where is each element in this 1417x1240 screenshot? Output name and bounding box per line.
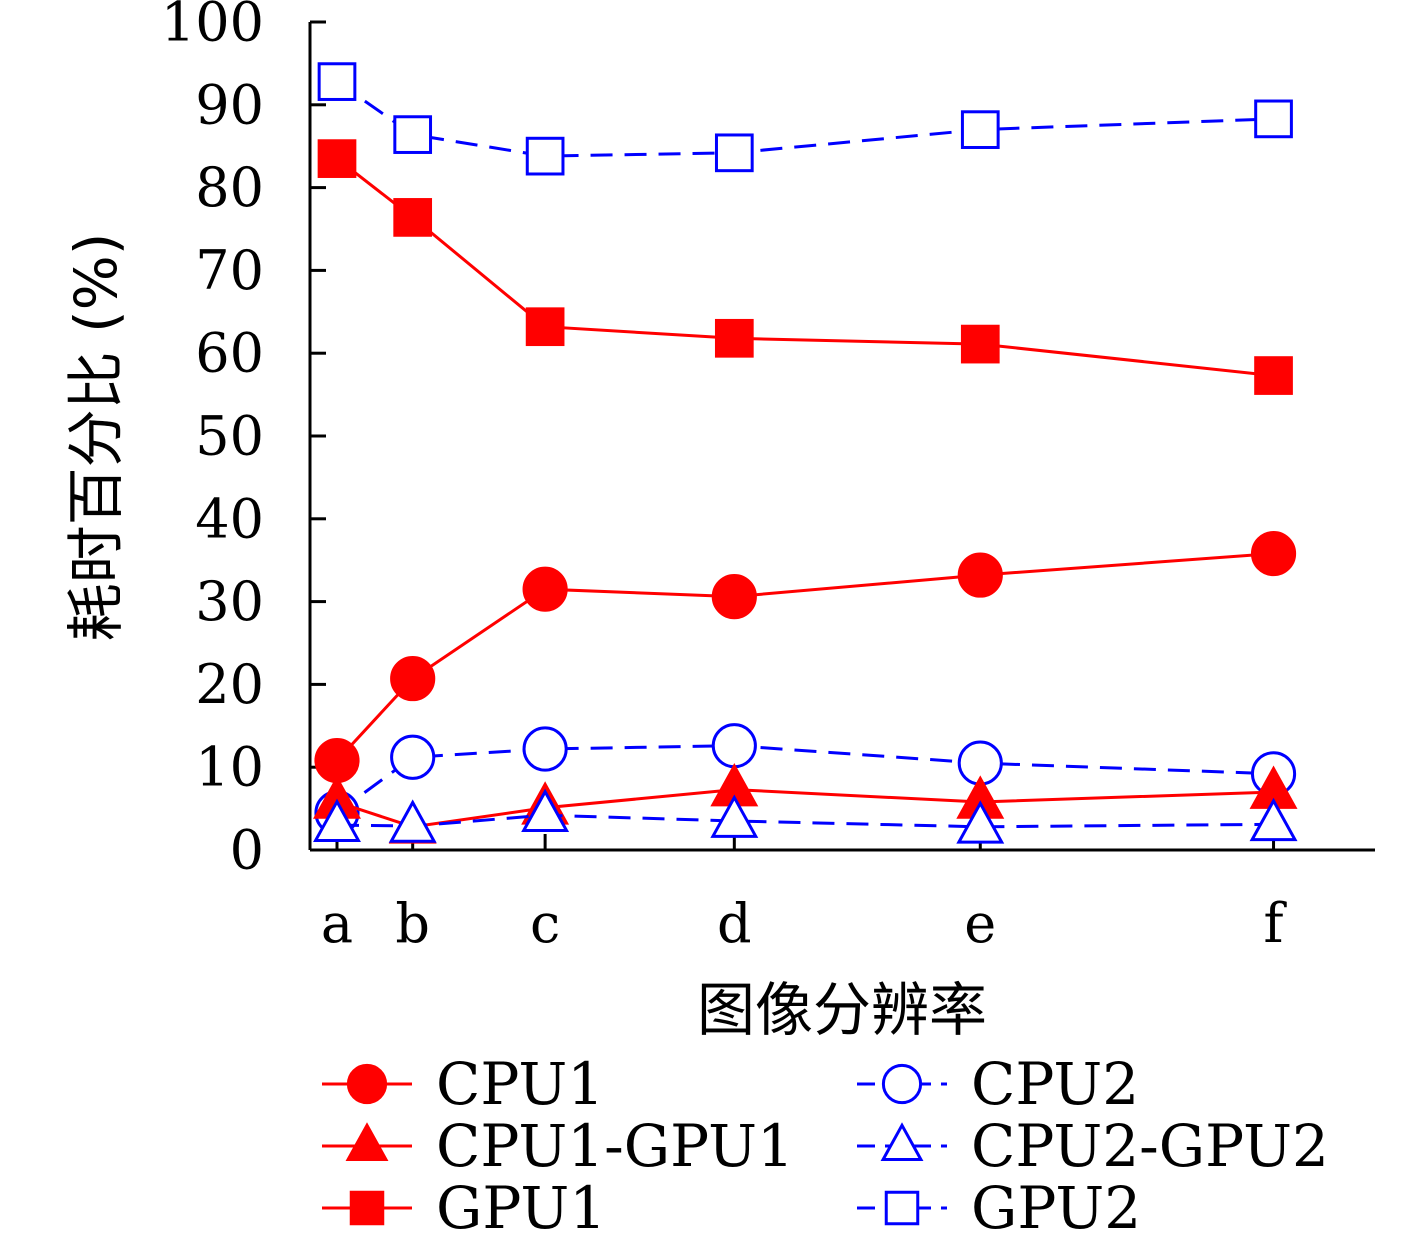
legend-item-cpu1: CPU1 [322,1050,604,1118]
y-tick-label: 80 [195,156,264,219]
y-tick-label: 90 [195,73,264,136]
data-point [710,794,759,838]
data-point [1254,356,1293,395]
x-tick-label: b [395,892,430,955]
series-cpu1 [314,530,1297,784]
legend-item-gpu1: GPU1 [322,1174,606,1240]
legend-label: CPU2-GPU2 [971,1112,1329,1180]
series-cpu2-gpu2 [313,788,1298,844]
legend-item-cpu2: CPU2 [857,1050,1139,1118]
data-point [960,110,1000,149]
series-gpu1 [317,139,1293,395]
series-layer [313,62,1298,844]
data-point [522,566,568,612]
data-point [317,139,357,178]
x-tick-label: a [321,892,353,955]
series-cpu1-gpu1 [313,762,1298,844]
legend-label: GPU1 [436,1174,606,1240]
x-axis-title: 图像分辨率 [697,976,987,1044]
legend-label: CPU1 [436,1050,604,1118]
data-point [714,318,754,358]
y-tick-label: 10 [195,736,264,799]
legend-marker [881,1063,923,1105]
data-point [390,734,436,780]
data-point [522,726,568,772]
legend-marker [884,1190,920,1226]
legend-item-gpu2: GPU2 [857,1174,1141,1240]
legend-marker [346,1063,388,1105]
y-axis-title: 耗时百分比 (%) [62,233,130,642]
data-point [711,723,757,769]
y-tick-label: 20 [195,653,264,716]
series-line [336,157,1274,378]
legend-label: CPU1-GPU1 [436,1112,794,1180]
data-point [960,324,1000,364]
y-tick-label: 60 [195,322,264,385]
data-point [521,788,570,833]
series-line [336,813,1274,829]
data-point [317,62,357,101]
data-point [393,198,433,237]
x-tick-label: e [964,892,996,955]
data-point [1250,530,1297,577]
y-tick-label: 50 [195,405,264,468]
data-point [1254,99,1293,139]
x-tick-label: c [530,892,560,955]
data-point [711,574,757,620]
x-tick-label: f [1264,892,1288,955]
data-point [956,800,1005,844]
legend-item-cpu2-gpu2: CPU2-GPU2 [857,1112,1329,1180]
data-point [388,799,437,843]
legend-label: GPU2 [971,1174,1141,1240]
y-tick-label: 0 [230,819,264,882]
data-point [525,307,565,347]
legend-marker [345,1122,389,1161]
legend-label: CPU2 [971,1050,1139,1118]
series-cpu2 [314,723,1297,836]
legend-marker [349,1190,385,1226]
data-point [393,115,433,154]
axes: 0 10 20 30 40 50 60 70 80 90 100 a b c d e f [161,0,1375,955]
data-point [714,133,754,173]
x-tick-label: d [717,892,752,955]
y-tick-label: 30 [195,570,264,633]
data-point [525,136,565,176]
legend-marker [880,1122,924,1161]
data-point [957,552,1003,598]
series-line [336,80,1274,158]
series-line [336,744,1274,814]
data-point [314,737,360,784]
y-tick-label: 40 [195,487,264,550]
y-tick-label: 100 [161,0,264,54]
data-point [1249,797,1298,842]
legend-item-cpu1-gpu1: CPU1-GPU1 [322,1112,794,1180]
data-point [390,656,436,702]
series-gpu2 [317,62,1293,176]
y-tick-label: 70 [195,239,264,302]
series-line [335,552,1274,762]
data-point [313,798,361,842]
